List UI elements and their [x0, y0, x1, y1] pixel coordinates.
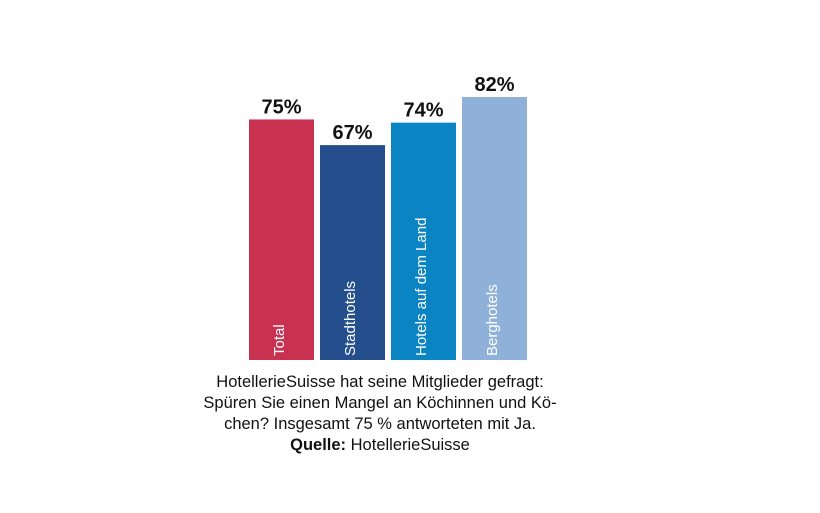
bar-hotels-auf-dem-land: [391, 122, 456, 360]
source-line: Quelle: HotellerieSuisse: [170, 435, 590, 456]
category-label-hotels-auf-dem-land: Hotels auf dem Land: [413, 218, 430, 356]
category-label-stadthotels: Stadthotels: [342, 281, 359, 356]
bars-group: 75% Total 67% Stadthotels 74% Hotels auf dem …: [249, 74, 527, 360]
value-label-stadthotels: 67%: [332, 122, 372, 144]
caption-line-3: chen? Insgesamt 75 % antworteten mit Ja.: [224, 415, 536, 433]
category-label-total: Total: [271, 324, 288, 356]
chart-caption: HotellerieSuisse hat seine Mitglieder ge…: [170, 372, 590, 456]
category-label-berghotels: Berghotels: [484, 284, 501, 356]
bar-stadthotels: [320, 145, 385, 360]
value-label-berghotels: 82%: [474, 74, 514, 96]
bar-berghotels: [462, 97, 527, 360]
bar-total: [249, 119, 314, 360]
value-label-total: 75%: [261, 96, 301, 118]
caption-line-1: HotellerieSuisse hat seine Mitglieder ge…: [216, 373, 544, 391]
source-label: Quelle:: [290, 436, 347, 454]
caption-line-2: Spüren Sie einen Mangel an Köchinnen und…: [203, 394, 557, 412]
value-label-hotels-auf-dem-land: 74%: [403, 100, 443, 122]
source-value: HotellerieSuisse: [350, 436, 470, 454]
